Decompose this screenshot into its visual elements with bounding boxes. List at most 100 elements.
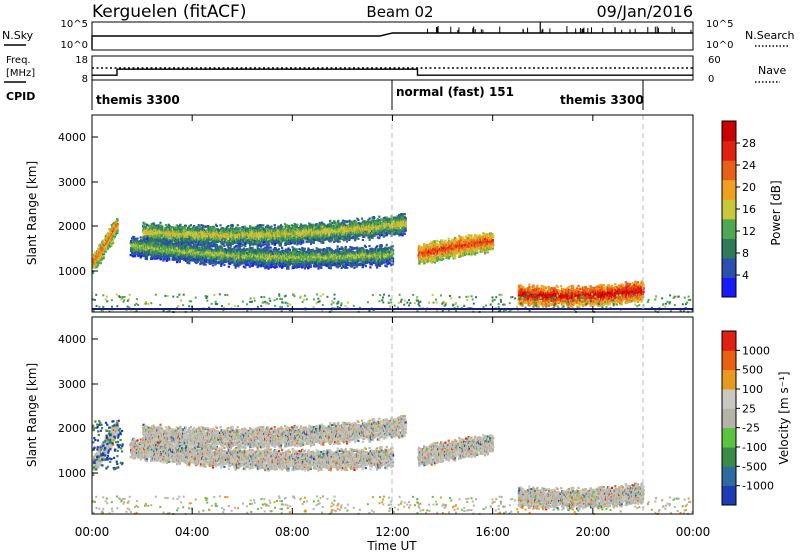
power-echo-cell: [337, 220, 339, 222]
power-echo-cell: [237, 224, 239, 226]
freq-axis-bottom: 8: [82, 74, 88, 85]
power-echo-cell: [369, 239, 371, 241]
power-echo-cell: [229, 263, 231, 265]
power-echo-cell: [301, 225, 303, 227]
beam-title: Beam 02: [366, 3, 433, 21]
search-axis-bottom: 10^0: [706, 40, 733, 51]
sky-axis-top: 10^5: [61, 19, 88, 30]
cpid-segment-3: themis 3300: [560, 93, 644, 107]
power-echo-cell: [162, 240, 164, 242]
power-echo-cell: [222, 227, 224, 229]
nsearch-label: N.Search: [745, 29, 795, 42]
power-echo-cell: [378, 237, 380, 239]
power-echo-cell: [150, 237, 152, 239]
sky-axis-bottom: 10^0: [61, 40, 88, 51]
frequency-line: [92, 69, 693, 75]
power-echo-cell: [190, 224, 192, 226]
power-echo-cell: [212, 264, 214, 266]
power-echo-cell: [319, 223, 321, 225]
nave-axis-bottom: 0: [708, 74, 714, 85]
date-title: 09/Jan/2016: [596, 2, 693, 21]
power-echo-cell: [405, 230, 407, 232]
freq-label-line2: [MHz]: [6, 68, 35, 79]
power-echo-cell: [405, 217, 407, 219]
power-echo-cell: [329, 220, 331, 222]
power-echo-cell: [155, 225, 157, 227]
power-echo-cell: [264, 243, 266, 245]
power-echo-cell: [405, 223, 407, 225]
power-echo-cell: [221, 247, 223, 249]
power-echo-cell: [168, 257, 170, 259]
freq-axis-top: 18: [75, 55, 88, 66]
power-echo-cell: [363, 236, 365, 238]
freq-label-line1: Freq.: [6, 55, 31, 66]
power-echo-cell: [268, 244, 270, 246]
power-echo-cell: [136, 237, 138, 239]
power-echo-cell: [349, 220, 351, 222]
nave-label: Nave: [758, 64, 786, 77]
power-echo-cell: [146, 258, 148, 260]
power-echo-cell: [378, 216, 380, 218]
power-echo-cell: [296, 226, 298, 228]
power-echo-cell: [203, 243, 205, 245]
power-echo-cell: [346, 220, 348, 222]
sky-noise-line: [92, 33, 693, 49]
power-echo-cell: [148, 225, 150, 227]
power-echo-cell: [362, 239, 364, 241]
power-echo-cell: [147, 239, 149, 241]
power-echo-cell: [232, 225, 234, 227]
power-echo-cell: [153, 224, 155, 226]
power-echo-cell: [296, 224, 298, 226]
power-echo-cell: [207, 225, 209, 227]
power-echo-cell: [227, 244, 229, 246]
power-echo-cell: [281, 226, 283, 228]
power-echo-cell: [369, 218, 371, 220]
power-echo-cell: [133, 236, 135, 238]
power-echo-cell: [134, 255, 136, 257]
power-echo-cell: [229, 247, 231, 249]
nave-axis-top: 60: [708, 55, 721, 66]
power-echo-cell: [227, 225, 229, 227]
power-echo-cell: [195, 244, 197, 246]
power-echo-cell: [205, 264, 207, 266]
power-echo-cell: [244, 226, 246, 228]
power-echo-cell: [302, 240, 304, 242]
station-title: Kerguelen (fitACF): [92, 2, 246, 22]
power-echo-cell: [212, 245, 214, 247]
power-echo-cell: [205, 225, 207, 227]
power-echo-cells: [92, 213, 693, 313]
power-echo-cell: [214, 227, 216, 229]
power-echo-cell: [215, 244, 217, 246]
power-echo-cell: [159, 222, 161, 224]
power-echo-cell: [262, 224, 264, 226]
power-echo-cell: [185, 225, 187, 227]
cpid-segment-1: themis 3300: [96, 93, 180, 107]
power-echo-cell: [346, 240, 348, 242]
sky-noise-spikes: [428, 22, 691, 33]
power-echo-cell: [179, 224, 181, 226]
power-echo-cell: [195, 241, 197, 243]
power-echo-cell: [373, 217, 375, 219]
power-echo-cell: [357, 219, 359, 221]
power-echo-cell: [169, 225, 171, 227]
power-echo-cell: [357, 238, 359, 240]
power-echo-cell: [339, 241, 341, 243]
power-echo-cell: [167, 242, 169, 244]
power-echo-cell: [329, 222, 331, 224]
nsky-label: N.Sky: [2, 29, 34, 42]
power-echo-cell: [228, 266, 230, 268]
power-echo-cell: [216, 225, 218, 227]
power-echo-cell: [223, 245, 225, 247]
power-echo-cell: [339, 238, 341, 240]
power-echo-cell: [140, 236, 142, 238]
power-echo-cell: [288, 225, 290, 227]
power-echo-cell: [404, 233, 406, 235]
power-echo-cell: [371, 237, 373, 239]
search-axis-top: 10^5: [706, 19, 733, 30]
cpid-label: CPID: [6, 90, 35, 103]
power-echo-cell: [270, 226, 272, 228]
power-echo-cell: [223, 264, 225, 266]
cpid-segment-2: normal (fast) 151: [396, 85, 514, 99]
